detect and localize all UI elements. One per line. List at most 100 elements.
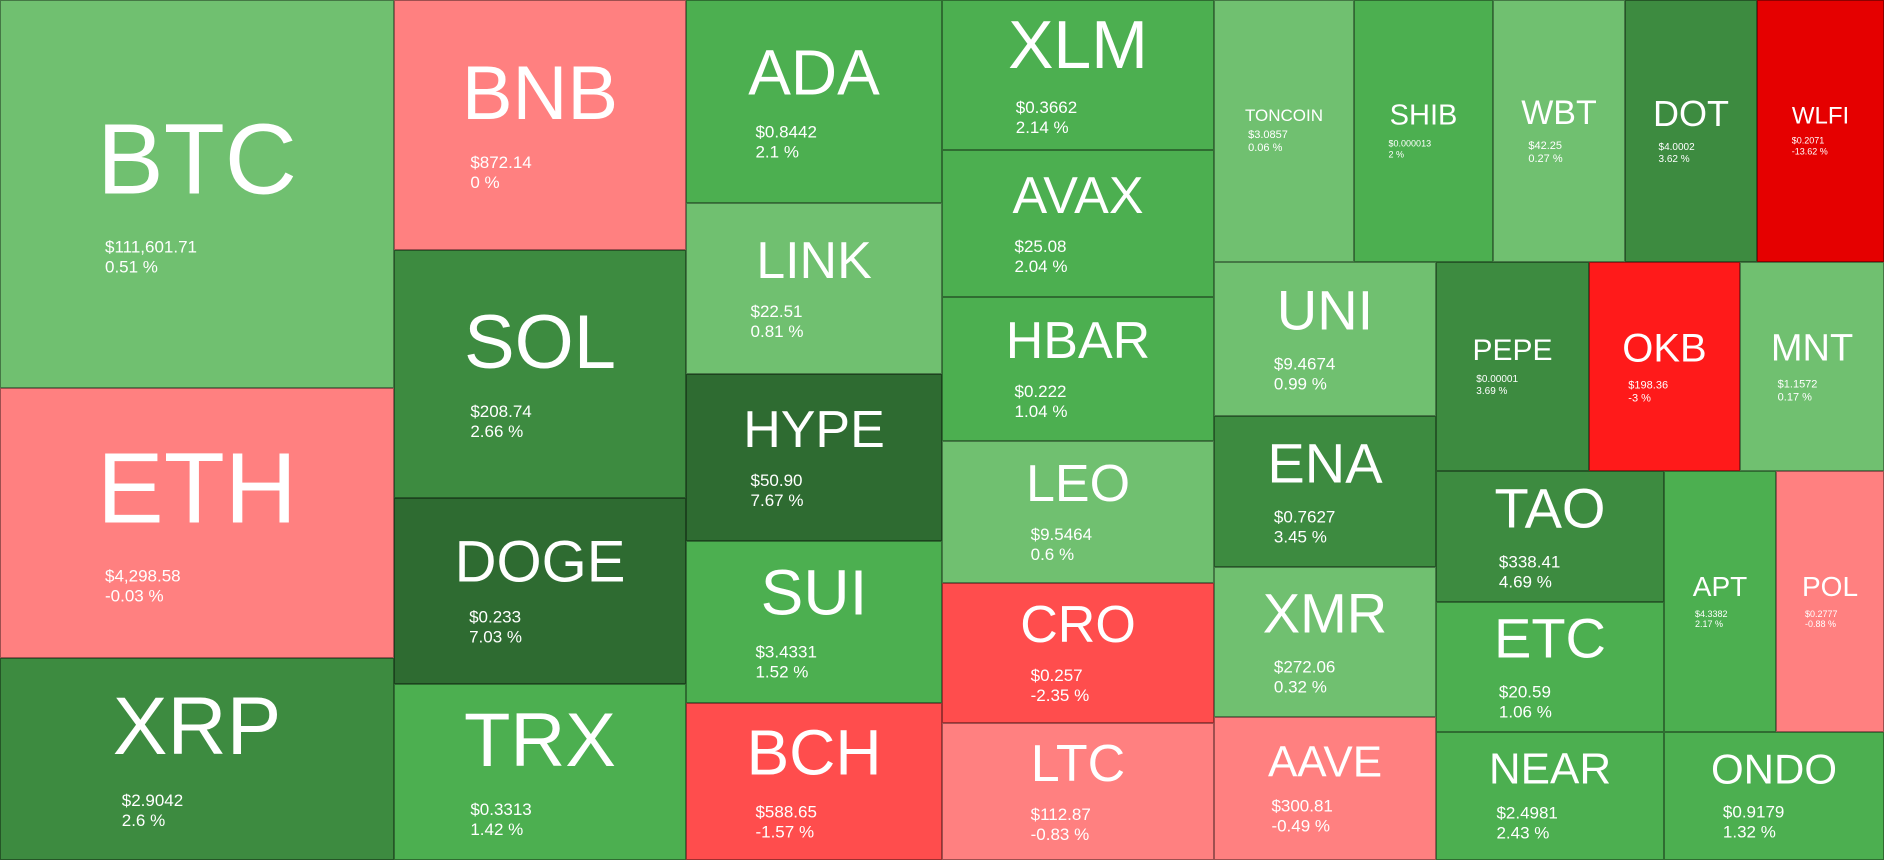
treemap-tile-shib[interactable]: SHIB $0.000013 2 % bbox=[1354, 0, 1493, 262]
treemap-tile-sui[interactable]: SUI $3.4331 1.52 % bbox=[686, 541, 942, 703]
treemap-tile-pepe[interactable]: PEPE $0.00001 3.69 % bbox=[1436, 262, 1589, 471]
tile-change: 7.03 % bbox=[469, 628, 523, 647]
treemap-tile-leo[interactable]: LEO $9.5464 0.6 % bbox=[942, 441, 1214, 583]
tile-symbol: ENA bbox=[1267, 431, 1383, 495]
treemap-tile-wlfi[interactable]: WLFI $0.2071 -13.62 % bbox=[1757, 0, 1884, 262]
tile-symbol: DOT bbox=[1653, 93, 1729, 134]
treemap-tile-okb[interactable]: OKB $198.36 -3 % bbox=[1589, 262, 1740, 471]
treemap-tile-mnt[interactable]: MNT $1.1572 0.17 % bbox=[1740, 262, 1884, 471]
tile-change: 2.14 % bbox=[1015, 118, 1069, 138]
tile-change: 0.51 % bbox=[105, 258, 158, 277]
tile-symbol: AAVE bbox=[1267, 737, 1383, 787]
tile-price: $0.3313 bbox=[470, 800, 532, 820]
tile-symbol: TRX bbox=[464, 698, 616, 784]
treemap-tile-tao[interactable]: TAO $338.41 4.69 % bbox=[1436, 471, 1664, 602]
tile-symbol: LEO bbox=[1025, 455, 1131, 514]
tile-change: 1.32 % bbox=[1722, 823, 1776, 842]
treemap-tile-hype[interactable]: HYPE $50.90 7.67 % bbox=[686, 374, 942, 541]
treemap-tile-link[interactable]: LINK $22.51 0.81 % bbox=[686, 203, 942, 374]
tile-price: $42.25 bbox=[1528, 139, 1563, 152]
treemap-tile-ena[interactable]: ENA $0.7627 3.45 % bbox=[1214, 416, 1436, 567]
treemap-tile-doge[interactable]: DOGE $0.233 7.03 % bbox=[394, 498, 686, 684]
tile-price: $0.9179 bbox=[1722, 802, 1785, 822]
tile-symbol: ETH bbox=[97, 432, 297, 545]
tile-change: -0.88 % bbox=[1804, 619, 1836, 630]
treemap-tile-ltc[interactable]: LTC $112.87 -0.83 % bbox=[942, 723, 1214, 860]
treemap-tile-avax[interactable]: AVAX $25.08 2.04 % bbox=[942, 150, 1214, 297]
treemap-tile-wbt[interactable]: WBT $42.25 0.27 % bbox=[1493, 0, 1625, 262]
tile-change: 0.32 % bbox=[1273, 678, 1327, 697]
tile-change: -3 % bbox=[1628, 392, 1651, 404]
tile-change: 0.17 % bbox=[1777, 391, 1812, 403]
tile-symbol: WBT bbox=[1521, 93, 1597, 132]
tile-change: 3.45 % bbox=[1273, 527, 1327, 547]
tile-symbol: ONDO bbox=[1711, 745, 1837, 793]
tile-price: $0.3662 bbox=[1015, 98, 1078, 118]
tile-price: $3.0857 bbox=[1248, 128, 1288, 141]
tile-change: 2.1 % bbox=[755, 142, 799, 162]
tile-change: 7.67 % bbox=[750, 491, 804, 510]
tile-change: 0 % bbox=[470, 173, 500, 193]
treemap-tile-uni[interactable]: UNI $9.4674 0.99 % bbox=[1214, 262, 1436, 416]
tile-symbol: DOGE bbox=[454, 529, 626, 595]
treemap-tile-hbar[interactable]: HBAR $0.222 1.04 % bbox=[942, 297, 1214, 441]
treemap-tile-cro[interactable]: CRO $0.257 -2.35 % bbox=[942, 583, 1214, 723]
tile-symbol: SOL bbox=[463, 300, 617, 386]
tile-price: $588.65 bbox=[755, 802, 817, 822]
tile-price: $4,298.58 bbox=[105, 566, 181, 586]
tile-symbol: CRO bbox=[1020, 596, 1136, 655]
tile-symbol: SHIB bbox=[1389, 99, 1458, 132]
tile-symbol: SUI bbox=[760, 556, 868, 629]
tile-symbol: WLFI bbox=[1791, 102, 1850, 130]
tile-price: $2.9042 bbox=[121, 791, 184, 811]
tile-change: 1.04 % bbox=[1014, 402, 1068, 422]
tile-price: $25.08 bbox=[1014, 236, 1067, 256]
treemap-tile-xlm[interactable]: XLM $0.3662 2.14 % bbox=[942, 0, 1214, 150]
treemap-tile-xmr[interactable]: XMR $272.06 0.32 % bbox=[1214, 567, 1436, 717]
treemap-tile-bnb[interactable]: BNB $872.14 0 % bbox=[394, 0, 686, 250]
tile-price: $111,601.71 bbox=[105, 237, 198, 257]
tile-change: 1.42 % bbox=[470, 820, 524, 840]
tile-price: $0.2777 bbox=[1804, 608, 1838, 619]
tile-price: $300.81 bbox=[1271, 796, 1333, 816]
tile-change: 0.81 % bbox=[750, 322, 804, 341]
tile-price: $112.87 bbox=[1030, 804, 1091, 824]
tile-price: $198.36 bbox=[1628, 378, 1669, 391]
tile-symbol: XMR bbox=[1262, 581, 1388, 645]
tile-change: -0.83 % bbox=[1030, 825, 1090, 844]
tile-symbol: POL bbox=[1801, 570, 1859, 602]
tile-symbol: UNI bbox=[1276, 278, 1374, 342]
tile-change: 4.69 % bbox=[1498, 572, 1552, 592]
treemap-tile-near[interactable]: NEAR $2.4981 2.43 % bbox=[1436, 732, 1664, 860]
treemap-tile-etc[interactable]: ETC $20.59 1.06 % bbox=[1436, 602, 1664, 732]
tile-price: $4.0002 bbox=[1658, 142, 1695, 153]
tile-symbol: LINK bbox=[756, 231, 872, 290]
treemap-tile-ondo[interactable]: ONDO $0.9179 1.32 % bbox=[1664, 732, 1884, 860]
treemap-tile-sol[interactable]: SOL $208.74 2.66 % bbox=[394, 250, 686, 498]
tile-change: 3.62 % bbox=[1658, 154, 1690, 165]
tile-price: $0.233 bbox=[469, 607, 522, 627]
treemap-tile-apt[interactable]: APT $4.3382 2.17 % bbox=[1664, 471, 1776, 732]
treemap-tile-ada[interactable]: ADA $0.8442 2.1 % bbox=[686, 0, 942, 203]
treemap-tile-eth[interactable]: ETH $4,298.58 -0.03 % bbox=[0, 388, 394, 658]
tile-price: $9.4674 bbox=[1273, 354, 1336, 374]
tile-price: $0.00001 bbox=[1476, 373, 1519, 385]
treemap-tile-pol[interactable]: POL $0.2777 -0.88 % bbox=[1776, 471, 1884, 732]
tile-price: $20.59 bbox=[1498, 682, 1551, 702]
tile-symbol: ETC bbox=[1494, 606, 1606, 670]
tile-price: $2.4981 bbox=[1496, 803, 1558, 823]
tile-change: 1.52 % bbox=[755, 663, 809, 682]
treemap-tile-trx[interactable]: TRX $0.3313 1.42 % bbox=[394, 684, 686, 860]
treemap-tile-bch[interactable]: BCH $588.65 -1.57 % bbox=[686, 703, 942, 860]
treemap-tile-aave[interactable]: AAVE $300.81 -0.49 % bbox=[1214, 717, 1436, 860]
tile-price: $22.51 bbox=[750, 301, 803, 321]
treemap-tile-dot[interactable]: DOT $4.0002 3.62 % bbox=[1625, 0, 1757, 262]
tile-price: $872.14 bbox=[470, 153, 532, 173]
treemap-tile-btc[interactable]: BTC $111,601.71 0.51 % bbox=[0, 0, 394, 388]
tile-symbol: LTC bbox=[1030, 734, 1126, 793]
tile-change: 1.06 % bbox=[1498, 703, 1552, 722]
treemap-tile-toncoin[interactable]: TONCOIN $3.0857 0.06 % bbox=[1214, 0, 1354, 262]
tile-symbol: APT bbox=[1692, 570, 1748, 602]
tile-price: $9.5464 bbox=[1030, 525, 1093, 545]
treemap-tile-xrp[interactable]: XRP $2.9042 2.6 % bbox=[0, 658, 394, 860]
